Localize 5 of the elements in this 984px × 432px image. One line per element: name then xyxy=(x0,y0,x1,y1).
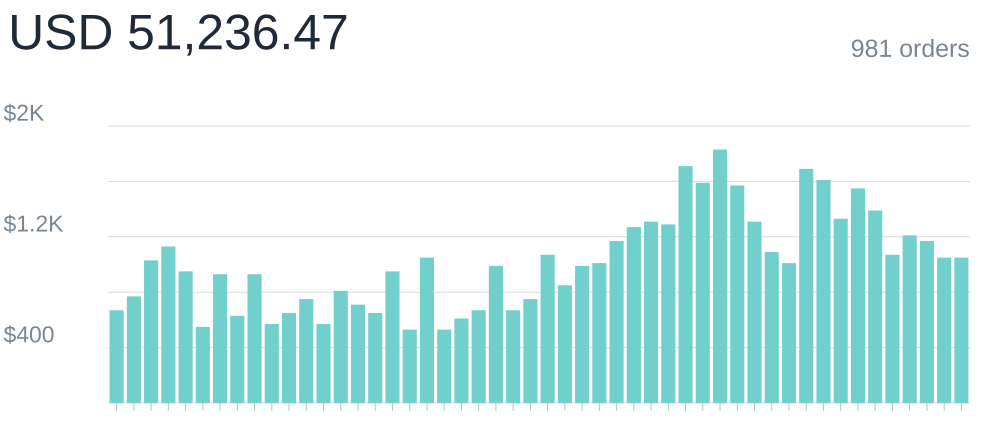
y-tick-label: $1.2K xyxy=(4,214,64,234)
y-tick-label: $2K xyxy=(4,104,44,122)
y-tick-label: $400 xyxy=(4,325,54,344)
chart-subtitle: 981 orders xyxy=(852,38,969,58)
chart-title: USD 51,236.47 xyxy=(12,14,346,56)
